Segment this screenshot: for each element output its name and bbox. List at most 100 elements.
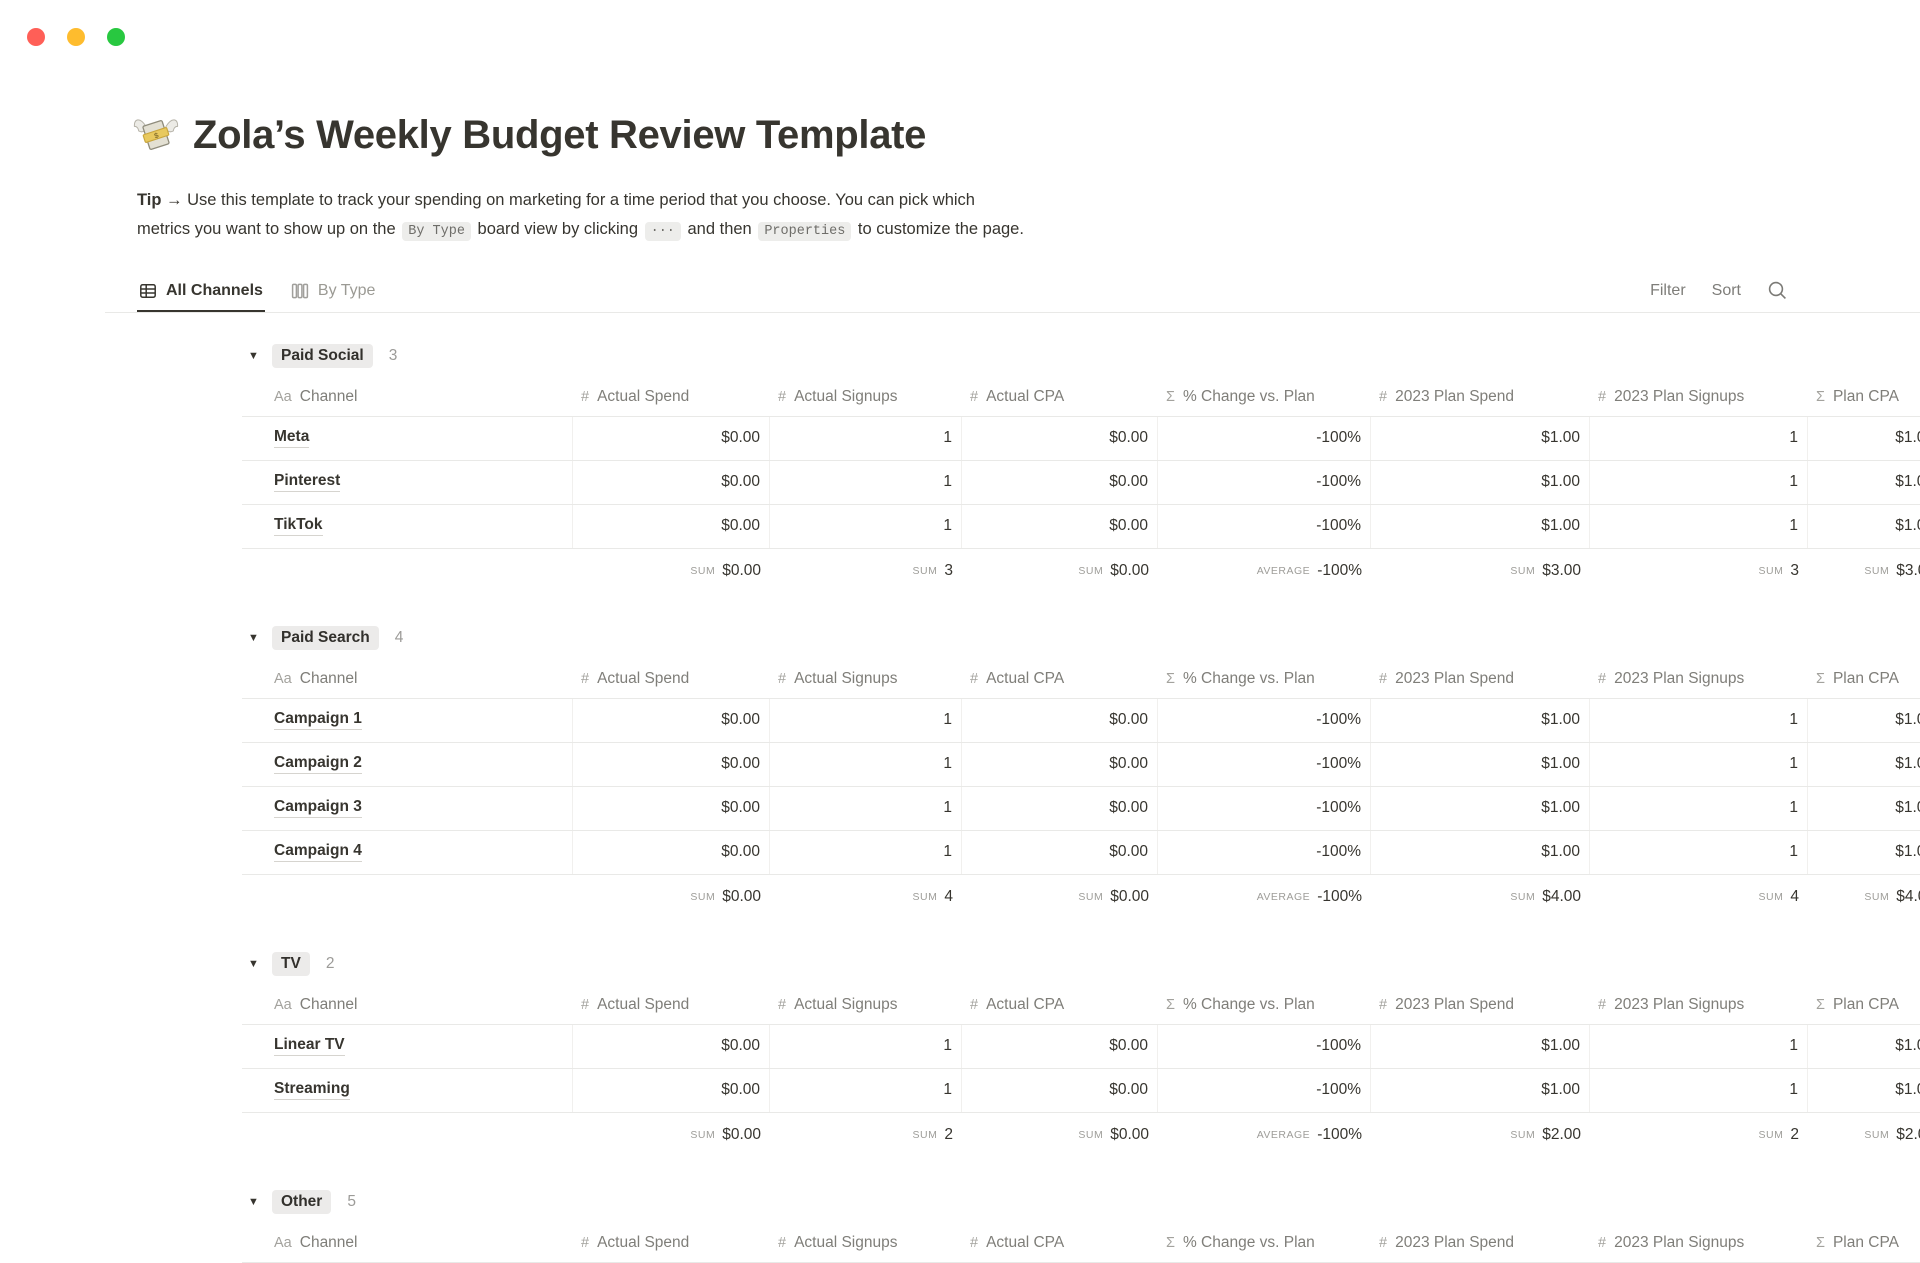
value-cell[interactable]: $1.00 (1371, 786, 1590, 830)
value-cell[interactable]: $1.00 (1371, 698, 1590, 742)
column-header-text[interactable]: Aa Channel (242, 379, 573, 416)
filter-button[interactable]: Filter (1650, 281, 1686, 299)
value-cell[interactable]: $0.00 (962, 742, 1158, 786)
collapse-toggle-icon[interactable]: ▼ (248, 349, 259, 362)
column-header-number[interactable]: # Actual CPA (962, 661, 1158, 698)
value-cell[interactable]: $1.00 (1808, 787, 1920, 830)
column-header-formula[interactable]: Σ % Change vs. Plan (1158, 1225, 1371, 1262)
value-cell[interactable]: $1.00 (1371, 416, 1590, 460)
group-name-pill[interactable]: TV (272, 951, 310, 976)
column-header-number[interactable]: # Actual Signups (770, 661, 962, 698)
channel-cell[interactable]: Campaign 4 (242, 830, 573, 874)
value-cell[interactable]: 1 (770, 698, 962, 742)
summary-cell[interactable]: SUM $0.00 (962, 549, 1158, 593)
group-name-pill[interactable]: Paid Social (272, 343, 373, 368)
value-cell[interactable]: 1 (770, 742, 962, 786)
value-cell[interactable]: -100% (1158, 742, 1371, 786)
column-header-formula[interactable]: Σ % Change vs. Plan (1158, 379, 1371, 416)
collapse-toggle-icon[interactable]: ▼ (248, 957, 259, 970)
value-cell[interactable]: $0.00 (573, 1024, 770, 1068)
column-header-number[interactable]: # Actual CPA (962, 1225, 1158, 1262)
value-cell[interactable]: $0.00 (573, 698, 770, 742)
summary-cell[interactable]: AVERAGE -100% (1158, 1113, 1371, 1157)
column-header-number[interactable]: # Actual CPA (962, 987, 1158, 1024)
column-header-number[interactable]: # Actual Spend (573, 661, 770, 698)
value-cell[interactable]: 1 (1590, 786, 1808, 830)
summary-cell[interactable]: SUM 4 (1590, 875, 1808, 919)
channel-link[interactable]: Streaming (274, 1080, 350, 1101)
column-header-number[interactable]: # Actual Signups (770, 1225, 962, 1262)
value-cell[interactable]: 1 (770, 504, 962, 548)
column-header-number[interactable]: #2023 Plan Spend (1371, 987, 1590, 1024)
column-header-text[interactable]: Aa Channel (242, 987, 573, 1024)
column-header-formula[interactable]: Σ Plan CPA (1808, 987, 1920, 1024)
channel-cell[interactable]: Meta (242, 416, 573, 460)
value-cell[interactable]: $0.00 (573, 416, 770, 460)
value-cell[interactable]: -100% (1158, 1068, 1371, 1112)
column-header-number[interactable]: #2023 Plan Signups (1590, 1225, 1808, 1262)
value-cell[interactable]: $0.00 (962, 1068, 1158, 1112)
value-cell[interactable]: 1 (1590, 1068, 1808, 1112)
summary-cell[interactable]: SUM $0.00 (573, 875, 770, 919)
column-header-number[interactable]: # Actual CPA (962, 379, 1158, 416)
summary-cell[interactable]: SUM $0.00 (573, 1113, 770, 1157)
summary-cell[interactable]: SUM $4.00 (1808, 875, 1920, 919)
value-cell[interactable]: $1.00 (1808, 699, 1920, 742)
column-header-formula[interactable]: Σ % Change vs. Plan (1158, 661, 1371, 698)
value-cell[interactable]: 1 (1590, 504, 1808, 548)
summary-cell[interactable]: SUM 2 (1590, 1113, 1808, 1157)
value-cell[interactable]: $1.00 (1371, 1024, 1590, 1068)
value-cell[interactable]: -100% (1158, 698, 1371, 742)
summary-cell[interactable]: SUM $4.00 (1371, 875, 1590, 919)
summary-cell[interactable]: AVERAGE -100% (1158, 875, 1371, 919)
value-cell[interactable]: $0.00 (962, 698, 1158, 742)
tab-all-channels[interactable]: All Channels (137, 270, 265, 312)
value-cell[interactable]: 1 (1590, 460, 1808, 504)
channel-link[interactable]: Campaign 4 (274, 842, 362, 863)
value-cell[interactable]: $1.00 (1808, 1069, 1920, 1112)
column-header-number[interactable]: #2023 Plan Spend (1371, 379, 1590, 416)
column-header-number[interactable]: #2023 Plan Signups (1590, 379, 1808, 416)
channel-cell[interactable]: Linear TV (242, 1024, 573, 1068)
column-header-number[interactable]: # Actual Signups (770, 379, 962, 416)
summary-cell[interactable]: SUM $0.00 (962, 1113, 1158, 1157)
column-header-number[interactable]: #2023 Plan Signups (1590, 661, 1808, 698)
channel-cell[interactable]: TikTok (242, 504, 573, 548)
summary-cell[interactable]: AVERAGE -100% (1158, 549, 1371, 593)
window-minimize-button[interactable] (67, 28, 85, 46)
column-header-number[interactable]: # Actual Spend (573, 987, 770, 1024)
channel-link[interactable]: Campaign 2 (274, 754, 362, 775)
value-cell[interactable]: 1 (1590, 830, 1808, 874)
value-cell[interactable]: $1.00 (1808, 1025, 1920, 1068)
value-cell[interactable]: $0.00 (573, 830, 770, 874)
value-cell[interactable]: 1 (1590, 1024, 1808, 1068)
channel-link[interactable]: Campaign 3 (274, 798, 362, 819)
value-cell[interactable]: 1 (770, 460, 962, 504)
summary-cell[interactable]: SUM $0.00 (962, 875, 1158, 919)
column-header-formula[interactable]: Σ Plan CPA (1808, 379, 1920, 416)
channel-link[interactable]: Campaign 1 (274, 710, 362, 731)
value-cell[interactable]: -100% (1158, 1024, 1371, 1068)
channel-cell[interactable]: Streaming (242, 1068, 573, 1112)
channel-cell[interactable]: Campaign 2 (242, 742, 573, 786)
value-cell[interactable]: $1.00 (1371, 504, 1590, 548)
value-cell[interactable]: -100% (1158, 786, 1371, 830)
value-cell[interactable]: $0.00 (573, 504, 770, 548)
value-cell[interactable]: $1.00 (1371, 742, 1590, 786)
summary-cell[interactable]: SUM $3.00 (1808, 549, 1920, 593)
value-cell[interactable]: 1 (770, 830, 962, 874)
value-cell[interactable]: -100% (1158, 416, 1371, 460)
value-cell[interactable]: 1 (1590, 742, 1808, 786)
value-cell[interactable]: 1 (770, 416, 962, 460)
channel-cell[interactable]: Pinterest (242, 460, 573, 504)
tab-by-type[interactable]: By Type (289, 270, 378, 312)
channel-link[interactable]: Pinterest (274, 472, 341, 493)
value-cell[interactable]: $0.00 (962, 786, 1158, 830)
summary-cell[interactable]: SUM 4 (770, 875, 962, 919)
summary-cell[interactable]: SUM $3.00 (1371, 549, 1590, 593)
column-header-text[interactable]: Aa Channel (242, 1225, 573, 1262)
summary-cell[interactable]: SUM $2.00 (1371, 1113, 1590, 1157)
value-cell[interactable]: $0.00 (962, 416, 1158, 460)
search-icon[interactable] (1767, 280, 1788, 301)
value-cell[interactable]: 1 (1590, 416, 1808, 460)
